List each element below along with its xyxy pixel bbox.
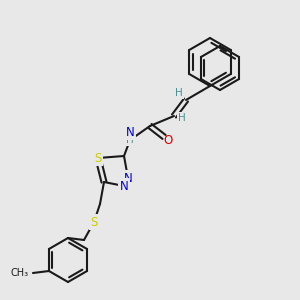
Text: H: H	[178, 113, 186, 123]
Text: H: H	[126, 135, 134, 145]
Text: N: N	[124, 172, 132, 184]
Text: N: N	[120, 179, 128, 193]
Text: N: N	[126, 125, 134, 139]
Text: H: H	[175, 88, 183, 98]
Text: CH₃: CH₃	[11, 268, 29, 278]
Text: S: S	[94, 152, 102, 164]
Text: O: O	[164, 134, 172, 146]
Text: S: S	[90, 215, 98, 229]
